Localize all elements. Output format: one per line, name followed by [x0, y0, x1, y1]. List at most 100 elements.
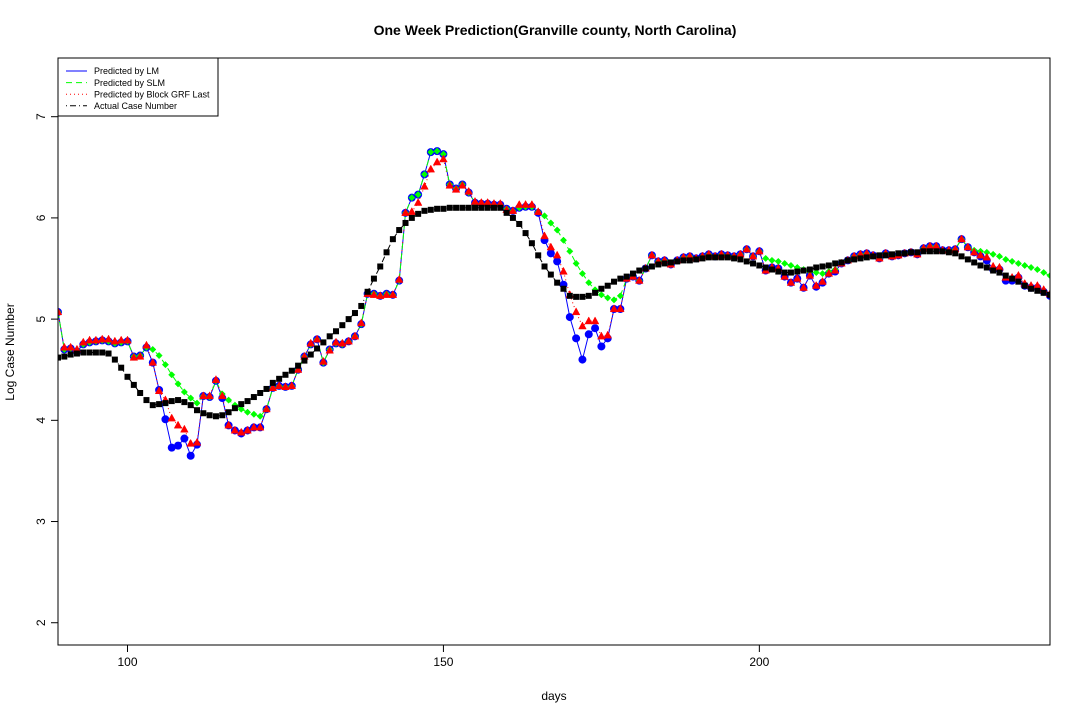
data-point	[1014, 270, 1023, 279]
data-point	[186, 451, 195, 460]
data-point	[958, 253, 965, 260]
data-point	[174, 441, 183, 450]
data-point	[1040, 269, 1048, 277]
data-point	[603, 330, 612, 339]
data-point	[559, 236, 568, 244]
data-point	[591, 324, 600, 333]
data-point	[748, 251, 758, 260]
data-point	[977, 262, 984, 269]
data-point	[540, 212, 549, 220]
data-point	[306, 338, 315, 347]
data-point	[105, 350, 112, 357]
data-point	[963, 242, 973, 251]
data-point	[345, 316, 352, 323]
data-point	[952, 250, 959, 257]
data-point	[540, 231, 549, 240]
data-point	[257, 389, 264, 396]
data-point	[288, 367, 295, 374]
data-point	[333, 328, 340, 335]
data-point	[655, 261, 662, 268]
data-point	[224, 420, 233, 429]
data-point	[427, 206, 434, 213]
data-point	[983, 264, 990, 271]
data-point	[312, 334, 322, 343]
data-point	[293, 364, 303, 373]
data-point	[250, 410, 258, 418]
data-point	[793, 273, 802, 282]
data-point	[249, 422, 259, 431]
legend-label: Predicted by SLM	[94, 78, 165, 88]
data-point	[135, 351, 145, 360]
data-point	[914, 249, 921, 256]
data-point	[756, 262, 763, 269]
y-tick-label: 5	[34, 315, 48, 322]
data-point	[1046, 272, 1050, 280]
data-point	[269, 379, 276, 386]
y-axis: 2 3 4 5 6 7	[34, 113, 58, 626]
x-axis: 100 150 200	[117, 645, 770, 669]
data-point	[388, 290, 398, 298]
chart-title: One Week Prediction(Granville county, No…	[374, 22, 737, 38]
data-point	[91, 335, 101, 344]
data-point	[521, 200, 530, 208]
data-point	[805, 270, 815, 279]
data-point	[357, 318, 366, 327]
x-tick-label: 150	[433, 655, 453, 669]
data-point	[263, 385, 270, 392]
data-point	[167, 413, 176, 422]
data-point	[66, 342, 75, 351]
data-point	[168, 398, 175, 405]
data-point	[742, 244, 751, 253]
data-point	[724, 254, 731, 261]
data-point	[566, 247, 574, 255]
data-point	[351, 310, 358, 317]
data-point	[926, 248, 933, 255]
data-point	[111, 356, 118, 363]
data-point	[433, 147, 441, 155]
data-point	[465, 204, 472, 211]
data-point	[819, 263, 826, 270]
data-point	[408, 214, 415, 221]
data-point	[636, 267, 643, 274]
data-point	[590, 316, 600, 325]
data-point	[243, 425, 252, 434]
data-point	[635, 275, 644, 284]
data-point	[794, 268, 801, 275]
data-point	[199, 391, 208, 400]
data-point	[541, 263, 548, 270]
data-point	[718, 254, 725, 261]
data-point	[276, 375, 283, 382]
data-point	[806, 266, 813, 273]
data-point	[205, 391, 214, 400]
data-point	[414, 191, 422, 199]
data-point	[642, 265, 649, 272]
data-point	[192, 437, 202, 446]
data-point	[174, 380, 182, 388]
data-point	[571, 307, 581, 316]
y-tick-label: 3	[34, 518, 48, 525]
data-point	[597, 331, 606, 340]
data-point	[295, 362, 302, 369]
data-point	[142, 340, 151, 349]
data-point	[446, 204, 453, 211]
data-point	[154, 386, 164, 395]
data-point	[617, 275, 624, 282]
data-point	[230, 425, 240, 434]
data-point	[149, 402, 156, 409]
data-point	[464, 186, 473, 195]
data-point	[80, 349, 87, 356]
data-point	[578, 270, 586, 278]
data-point	[604, 294, 612, 302]
y-axis-label: Log Case Number	[3, 303, 17, 400]
data-point	[818, 276, 827, 285]
data-point	[130, 381, 137, 388]
data-point	[573, 293, 580, 300]
data-point	[225, 409, 232, 416]
data-point	[383, 249, 390, 256]
data-point	[453, 204, 460, 211]
data-point	[781, 259, 789, 268]
legend: Predicted by LM Predicted by SLMPredicted…	[57, 57, 219, 117]
data-point	[876, 252, 883, 259]
y-tick-label: 2	[34, 619, 48, 626]
